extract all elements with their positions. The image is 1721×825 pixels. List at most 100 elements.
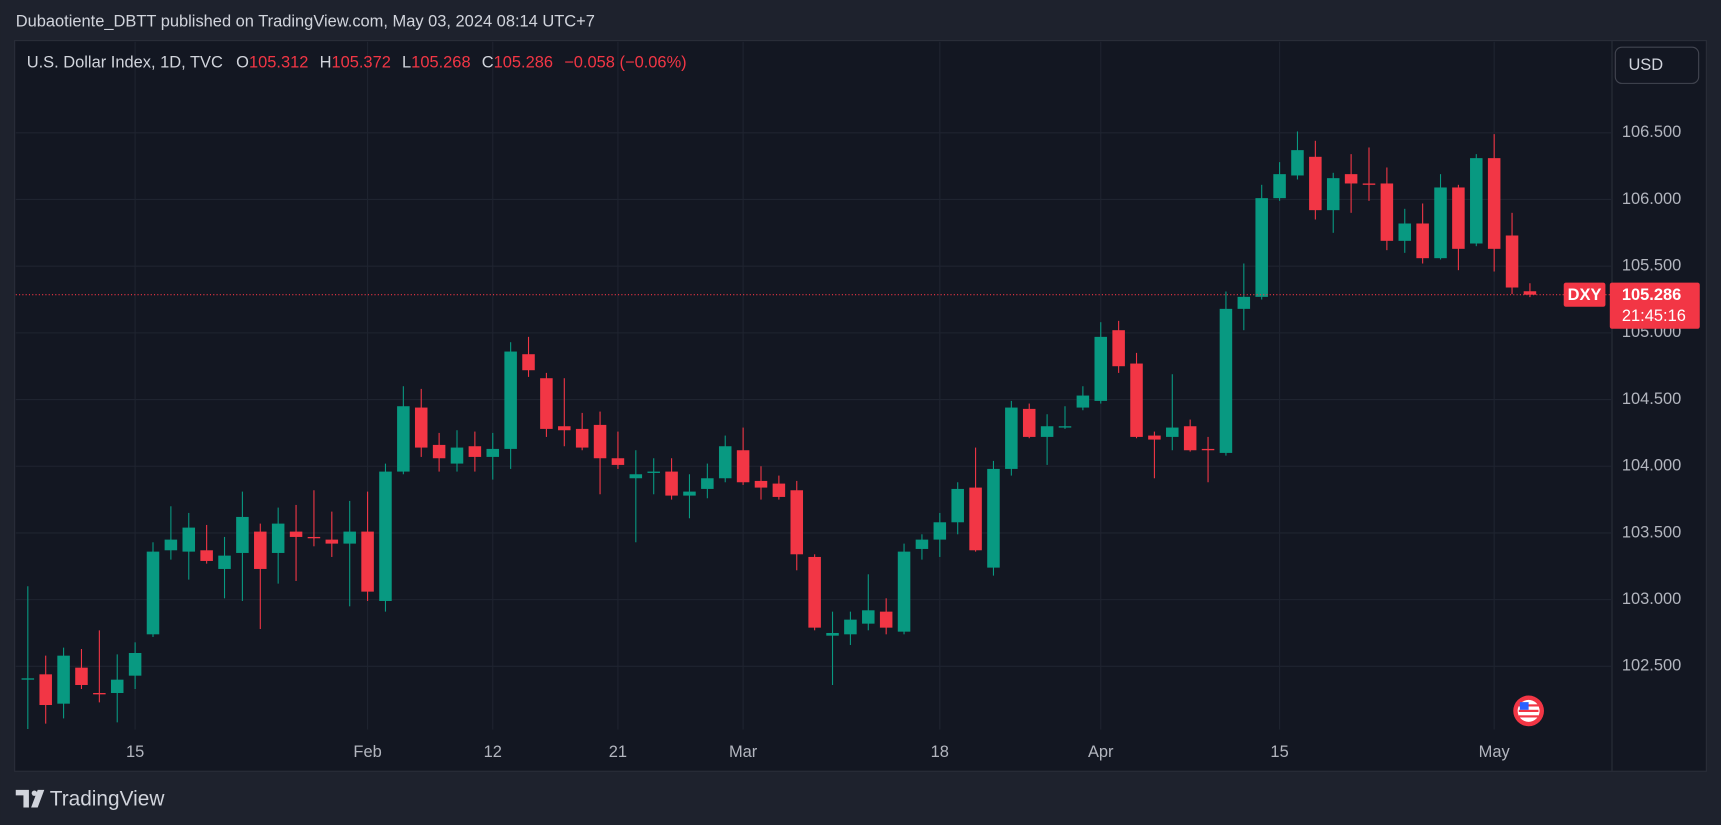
close-value: 105.286 <box>494 54 553 72</box>
currency-button[interactable] <box>1614 46 1700 84</box>
candle-body <box>271 523 285 553</box>
candle-body <box>1076 395 1090 408</box>
low-label: L <box>402 54 411 72</box>
candle-body <box>826 632 839 636</box>
x-tick-label: Feb <box>353 743 381 761</box>
candle-body <box>683 491 696 496</box>
candle-body <box>951 488 964 523</box>
open-value: 105.312 <box>249 54 308 72</box>
published-line: Dubaotiente_DBTT published on TradingVie… <box>16 12 595 30</box>
candle-body <box>808 556 821 628</box>
candle-body <box>1112 330 1125 367</box>
candle-body <box>844 619 857 635</box>
candle-body <box>1183 426 1197 451</box>
candle-body <box>1398 223 1412 241</box>
tradingview-logo <box>15 789 45 808</box>
candle-body <box>361 531 374 592</box>
candle-body <box>1291 150 1304 176</box>
x-tick-label: 18 <box>931 743 949 761</box>
y-tick-label: 103.500 <box>1622 523 1681 541</box>
legend: U.S. Dollar Index, 1D, TVC O105.312 H105… <box>27 54 687 72</box>
candle-body <box>1344 174 1358 184</box>
candle-body <box>110 679 124 694</box>
candle-body <box>736 450 750 483</box>
candle-body <box>1005 407 1018 469</box>
candle-body <box>414 407 428 448</box>
candle-body <box>987 468 1000 568</box>
candle-body <box>1380 183 1394 241</box>
candle-body <box>558 426 571 431</box>
candle-body <box>218 555 231 569</box>
candle-body <box>1434 187 1447 259</box>
candle-body <box>57 655 70 704</box>
y-tick-label: 104.500 <box>1622 390 1681 408</box>
candle-body <box>1094 336 1108 401</box>
x-tick-label: 21 <box>609 743 627 761</box>
candle-body <box>1452 187 1465 249</box>
candle-body <box>629 474 643 479</box>
candle-body <box>236 516 249 553</box>
candle-body <box>593 424 607 459</box>
x-tick-label: Mar <box>729 743 758 761</box>
y-tick-label: 103.000 <box>1622 590 1681 608</box>
candle-body <box>1326 178 1340 211</box>
candle-body <box>1255 198 1268 297</box>
candle-body <box>164 539 178 551</box>
x-tick-label: May <box>1479 743 1511 761</box>
ticker-badge <box>1563 282 1606 307</box>
y-tick-label: 106.500 <box>1622 123 1681 141</box>
candle-body <box>1058 426 1072 428</box>
candle-body <box>879 611 893 628</box>
candle-body <box>969 487 982 551</box>
candle-body <box>575 428 589 448</box>
x-tick-label: 15 <box>1270 743 1288 761</box>
candle-body <box>450 447 464 464</box>
candle-body <box>1040 426 1054 437</box>
x-tick-label: Apr <box>1088 743 1114 761</box>
open-label: O <box>236 54 249 72</box>
candle-body <box>897 551 911 632</box>
candle-body <box>701 478 714 489</box>
y-tick-label: 102.500 <box>1622 657 1681 675</box>
low-value: 105.268 <box>411 54 470 72</box>
candle-body <box>200 550 213 561</box>
candle-body <box>1022 408 1036 437</box>
candle-body <box>665 471 678 496</box>
candle-body <box>1470 158 1483 244</box>
candle-body <box>933 522 947 540</box>
candle-body <box>325 539 339 544</box>
y-tick-label: 104.000 <box>1622 457 1681 475</box>
candle-body <box>1487 158 1501 249</box>
currency-label[interactable]: USD <box>1628 56 1663 74</box>
candle-body <box>1309 156 1322 211</box>
candle-body <box>1416 223 1429 259</box>
candle-body <box>379 471 392 601</box>
change-value: −0.058 (−0.06%) <box>564 54 686 72</box>
x-tick-label: 12 <box>484 743 502 761</box>
high-label: H <box>320 54 332 72</box>
y-tick-label: 105.500 <box>1622 257 1681 275</box>
candle-body <box>182 527 196 552</box>
x-tick-label: 15 <box>126 743 144 761</box>
y-tick-label: 106.000 <box>1622 190 1681 208</box>
candle-body <box>254 531 267 569</box>
candle-body <box>504 351 517 449</box>
candle-body <box>343 531 356 544</box>
candle-body <box>522 354 535 371</box>
candle-body <box>862 610 875 624</box>
candle-body <box>1362 183 1376 185</box>
candle-body <box>718 446 732 479</box>
candle-body <box>1273 174 1286 199</box>
candle-body <box>647 471 660 473</box>
close-label: C <box>482 54 494 72</box>
candle-body <box>754 480 768 488</box>
high-value: 105.372 <box>331 54 390 72</box>
candle-body <box>1130 363 1143 437</box>
candle-body <box>397 406 410 472</box>
candle-body <box>772 483 786 497</box>
candle-body <box>486 448 500 457</box>
candle-body <box>611 458 625 465</box>
candle-body <box>468 446 482 457</box>
candles <box>21 131 1537 730</box>
